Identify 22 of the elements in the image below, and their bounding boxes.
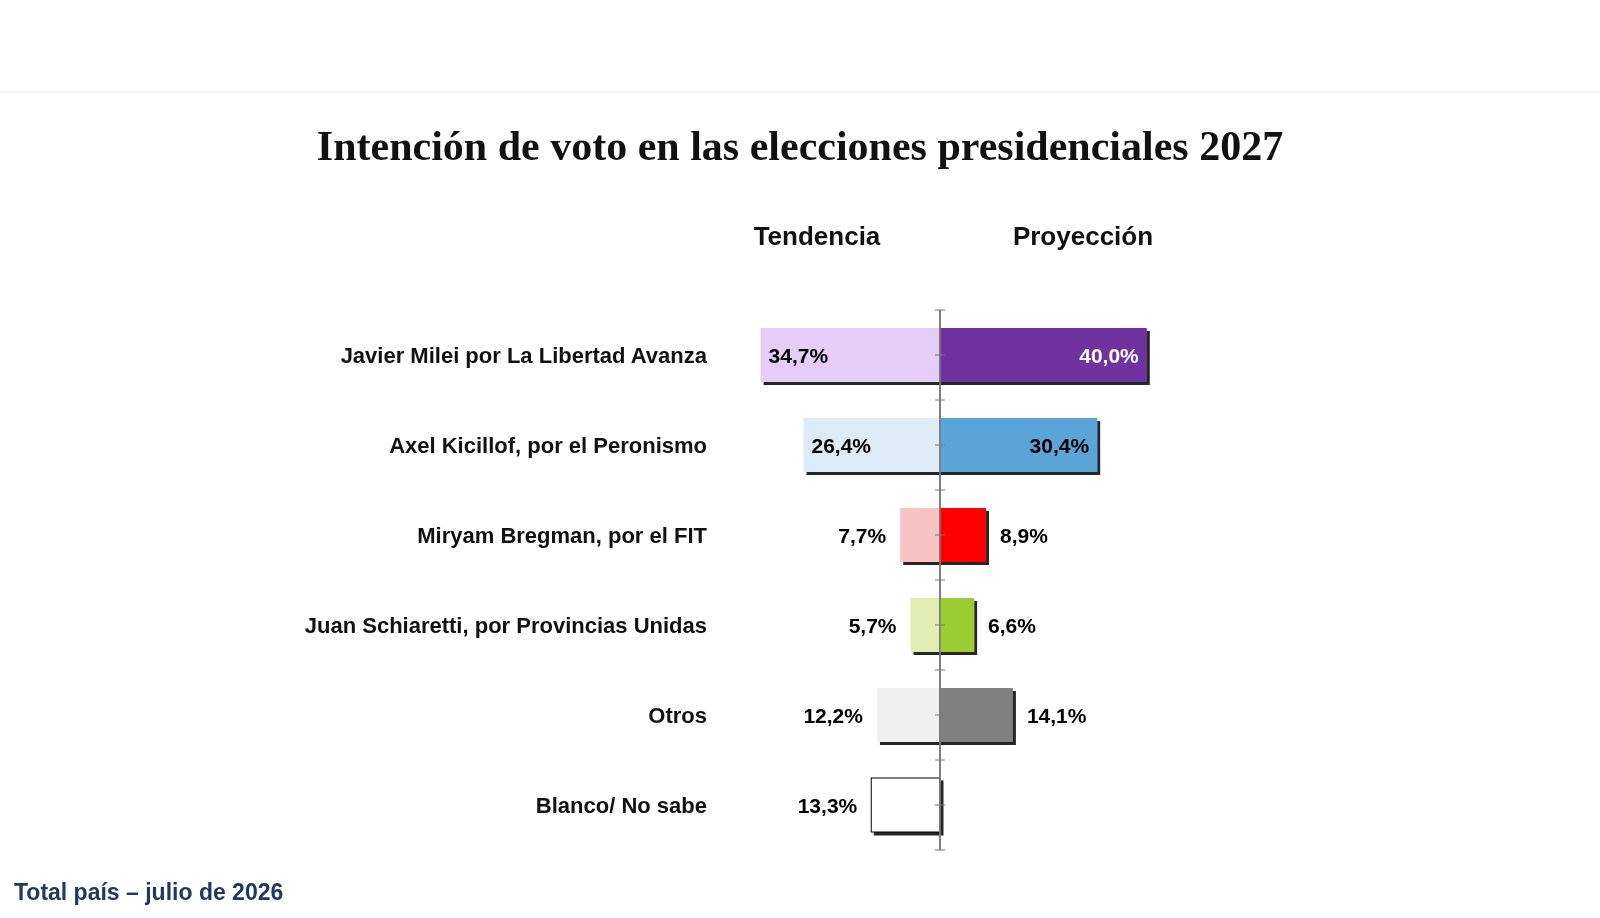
bar bbox=[870, 777, 941, 833]
data-label: 40,0% bbox=[1079, 344, 1140, 367]
data-label: 5,7% bbox=[848, 614, 897, 637]
data-label: 13,3% bbox=[797, 794, 858, 817]
text: Total país – julio de 2026 bbox=[14, 879, 284, 905]
chart-subtitle: Tendencia bbox=[753, 221, 881, 251]
data-label: 7,7% bbox=[838, 524, 887, 547]
y-tick-label: Axel Kicillof, por el Peronismo bbox=[389, 433, 707, 458]
data-label: 6,6% bbox=[988, 614, 1037, 637]
data-label: 26,4% bbox=[811, 434, 872, 457]
y-tick-label: Blanco/ No sabe bbox=[535, 793, 707, 818]
y-tick-label: Juan Schiaretti, por Provincias Unidas bbox=[304, 613, 707, 638]
y-tick-label: Otros bbox=[648, 703, 707, 728]
chart-subtitle: Proyección bbox=[1012, 221, 1154, 251]
chart-title: Intención de voto en las elecciones presidenciales 2027 bbox=[316, 123, 1284, 169]
data-label: 30,4% bbox=[1029, 434, 1090, 457]
data-label: 14,1% bbox=[1026, 704, 1087, 727]
y-tick-label: Miryam Bregman, por el FIT bbox=[417, 523, 708, 548]
data-label: 12,2% bbox=[803, 704, 864, 727]
data-label: 8,9% bbox=[1000, 524, 1049, 547]
data-label: 34,7% bbox=[768, 344, 829, 367]
y-tick-label: Javier Milei por La Libertad Avanza bbox=[340, 343, 708, 368]
